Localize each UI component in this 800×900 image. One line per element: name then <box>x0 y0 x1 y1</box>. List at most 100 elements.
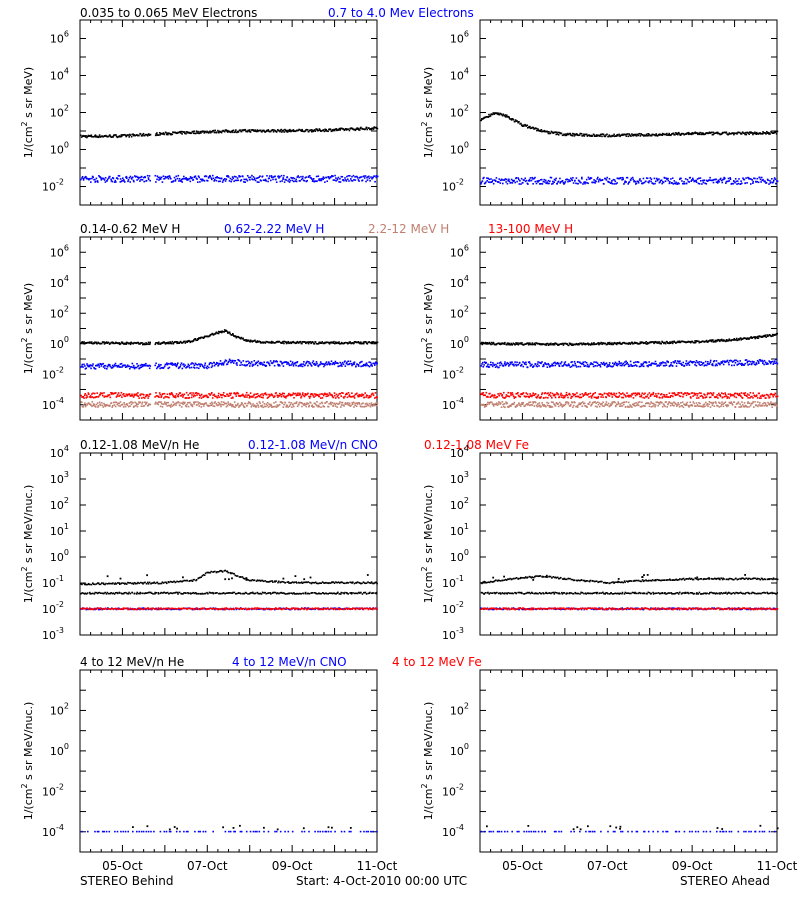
data-point <box>98 366 101 368</box>
data-point <box>289 403 292 406</box>
data-point <box>773 179 775 182</box>
data-point <box>111 392 113 394</box>
data-point <box>516 405 518 407</box>
data-point <box>556 183 558 185</box>
data-point <box>542 405 545 407</box>
data-point <box>356 341 359 344</box>
data-point <box>772 363 775 365</box>
data-point <box>753 363 756 366</box>
data-point <box>759 402 761 404</box>
data-point <box>303 180 306 182</box>
data-point <box>154 403 156 405</box>
data-point <box>349 127 352 130</box>
data-point <box>565 364 567 366</box>
data-point <box>252 403 254 405</box>
data-point <box>506 182 509 185</box>
data-point <box>309 129 311 132</box>
data-point <box>172 394 174 396</box>
data-point <box>627 135 630 138</box>
data-point <box>612 365 614 368</box>
data-point <box>346 393 348 395</box>
data-point <box>695 132 697 135</box>
data-point <box>624 180 626 182</box>
data-point <box>254 405 256 408</box>
data-point <box>590 404 592 407</box>
data-point <box>550 365 552 367</box>
data-point <box>563 404 566 407</box>
data-point <box>655 177 658 180</box>
data-point <box>135 402 138 405</box>
data-point <box>358 402 360 404</box>
data-point <box>255 393 257 395</box>
data-point <box>723 178 725 181</box>
data-point <box>577 179 580 182</box>
data-point <box>249 362 252 365</box>
data-point <box>100 179 103 181</box>
data-point <box>372 128 375 130</box>
data-point <box>81 176 84 178</box>
data-point <box>235 405 238 407</box>
data-point <box>131 362 134 365</box>
data-point <box>591 181 594 184</box>
data-point <box>499 179 502 182</box>
data-point <box>659 401 662 403</box>
data-point <box>292 392 295 394</box>
data-point <box>489 343 491 345</box>
data-point <box>81 363 84 366</box>
data-point <box>581 362 584 365</box>
data-point <box>193 394 195 396</box>
data-point <box>554 361 556 364</box>
data-point <box>568 179 570 181</box>
data-point <box>712 339 714 341</box>
data-point <box>281 393 283 396</box>
data-point <box>650 178 653 180</box>
data-point <box>90 404 92 406</box>
data-point <box>575 342 578 345</box>
data-point <box>500 343 503 345</box>
data-point <box>529 404 531 407</box>
series-1 <box>480 358 779 369</box>
data-point <box>689 340 691 343</box>
data-point <box>525 363 527 366</box>
data-point <box>195 130 198 132</box>
data-point <box>94 136 97 138</box>
data-point <box>679 133 681 135</box>
data-point <box>247 402 249 405</box>
data-point <box>721 181 724 184</box>
data-point <box>763 359 766 362</box>
data-point <box>121 179 123 182</box>
data-point <box>320 397 322 399</box>
data-point <box>154 364 156 367</box>
data-point <box>274 129 276 132</box>
data-point <box>487 401 489 404</box>
data-point <box>522 402 525 404</box>
data-point <box>576 406 579 408</box>
data-point <box>659 362 661 365</box>
data-point <box>365 341 367 343</box>
data-point <box>227 176 230 178</box>
data-point <box>670 362 673 364</box>
data-point <box>575 364 577 367</box>
data-point <box>591 342 593 344</box>
data-point <box>585 178 588 181</box>
data-point <box>121 342 124 345</box>
data-point <box>631 176 634 179</box>
data-point <box>212 394 214 397</box>
data-point <box>117 364 120 367</box>
data-point <box>292 404 294 406</box>
data-point <box>626 342 629 345</box>
data-point <box>192 340 195 342</box>
data-point <box>362 365 364 367</box>
data-point <box>722 339 725 341</box>
data-point <box>192 178 195 181</box>
data-point <box>278 177 280 179</box>
data-point <box>193 367 196 369</box>
data-point <box>255 406 257 408</box>
data-point <box>536 405 539 408</box>
data-point <box>623 401 626 403</box>
data-point <box>181 133 183 135</box>
data-point <box>687 133 690 136</box>
data-point <box>269 360 272 362</box>
data-point <box>581 343 583 346</box>
data-point <box>596 365 598 367</box>
